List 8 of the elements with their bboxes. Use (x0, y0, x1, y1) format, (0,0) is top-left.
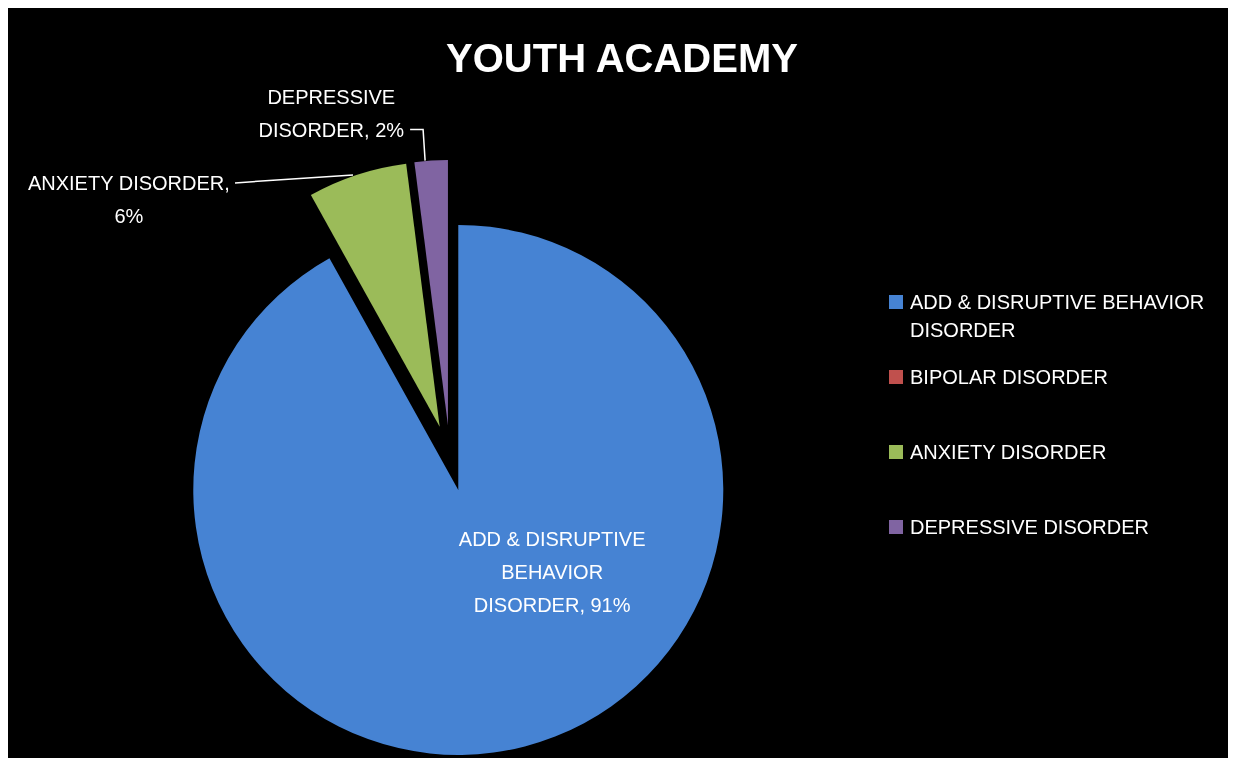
data-label: ANXIETY DISORDER, 6% (27, 171, 230, 227)
chart-title: YOUTH ACADEMY (446, 36, 799, 80)
data-label: ADD & DISRUPTIVE BEHAVIOR DISORDER, 91% (458, 527, 646, 616)
data-label: DEPRESSIVE DISORDER, 2% (258, 85, 405, 141)
legend-label: DEPRESSIVE DISORDER (910, 516, 1149, 538)
legend-label: ANXIETY DISORDER (910, 441, 1107, 463)
legend-label: BIPOLAR DISORDER (910, 366, 1108, 388)
legend-label: ADD & DISRUPTIVE BEHAVIOR DISORDER (910, 291, 1205, 341)
